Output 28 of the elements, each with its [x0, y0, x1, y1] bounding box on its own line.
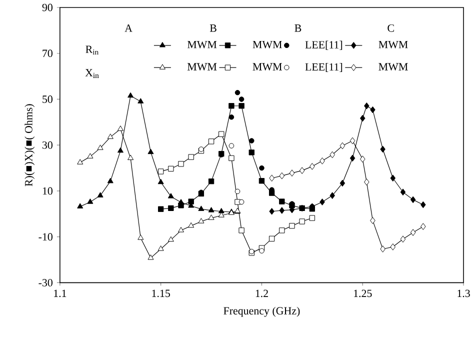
x-tick-label: 1.25 [354, 290, 372, 298]
legend-label: MWM [252, 41, 282, 48]
x-axis-title: Frequency (GHz) [224, 307, 300, 317]
annotation: C [388, 24, 394, 32]
y-tick-label: 50 [42, 96, 52, 104]
legend-label: MWM [378, 63, 408, 71]
y-tick-label: 10 [42, 187, 52, 195]
legend-label: MWM [378, 41, 408, 48]
y-axis-title: R)(■)X)(■( Ohms) [24, 104, 35, 186]
annotation: X$_{in}$ [85, 69, 99, 78]
annotation: A [124, 24, 132, 32]
legend-label: MWM [252, 63, 282, 71]
annotation: B [210, 24, 216, 32]
y-tick-label: -10 [38, 233, 52, 241]
y-tick-label: -30 [38, 279, 52, 287]
legend-label: MWM [187, 41, 217, 48]
x-tick-label: 1.3 [458, 290, 470, 298]
legend-label: MWM [187, 63, 217, 71]
y-tick-label: 90 [42, 4, 52, 12]
annotation: B [294, 24, 302, 32]
x-tick-label: 1.2 [256, 290, 268, 298]
x-tick-label: 1.1 [54, 290, 66, 298]
legend-label: LEE[11] [305, 63, 342, 72]
x-tick-label: 1.15 [152, 290, 170, 298]
y-tick-label: 30 [42, 142, 52, 149]
y-tick-label: 70 [42, 50, 52, 58]
annotation: R$_{in}$ [86, 46, 98, 55]
legend-label: LEE[11] [305, 40, 342, 50]
